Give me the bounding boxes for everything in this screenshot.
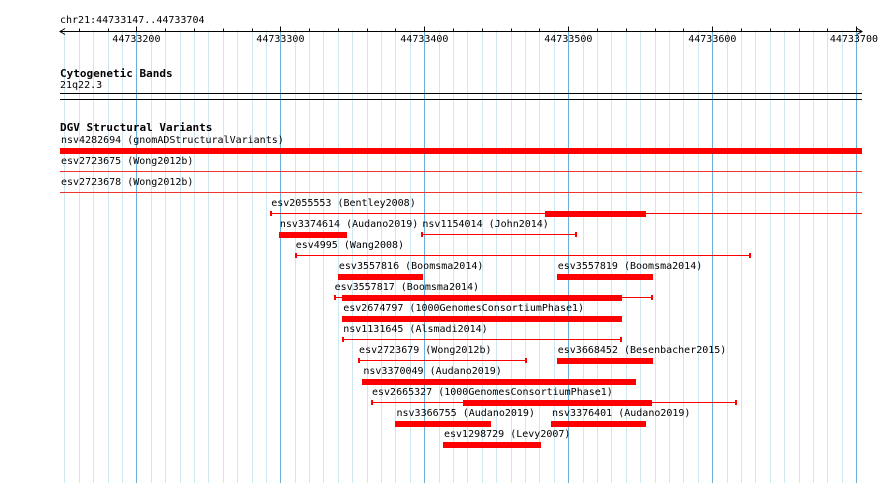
variant-label: nsv1154014 (John2014) [422,219,549,230]
ruler-tick-label: 44733200 [112,34,161,45]
variant-bar [342,316,622,322]
ruler-tick-label: 44733600 [688,34,737,45]
ruler-tick-label: 44733300 [256,34,305,45]
variant-bar [342,295,622,301]
variant-bar [60,148,862,154]
variant-bar [395,421,491,427]
variant-span-line [358,360,527,361]
variant-bar [337,274,423,280]
variant-span-line [60,171,862,172]
variant-label: esv2055553 (Bentley2008) [271,198,416,209]
variant-label: esv2723675 (Wong2012b) [61,156,194,167]
variant-start-cap [270,211,273,216]
variant-start-cap [294,253,297,258]
variant-label: esv1298729 (Levy2007) [444,429,571,440]
variant-bar [556,274,654,280]
cytoband-track-title: Cytogenetic Bands [60,67,173,80]
variant-start-cap [333,295,336,300]
ruler-right-arrow [856,28,863,35]
dgv-track-title: DGV Structural Variants [60,121,213,134]
variant-bar [550,421,646,427]
variant-label: nsv3366755 (Audano2019) [396,408,535,419]
variant-label: nsv3376401 (Audano2019) [551,408,691,419]
variant-bar [443,442,541,448]
variant-span-line [421,234,577,235]
variant-end-cap [619,337,622,342]
variant-label: esv3668452 (Besenbacher2015) [557,345,727,356]
variant-label: esv4995 (Wang2008) [295,240,405,251]
variant-label: nsv1131645 (Alsmadi2014) [343,324,488,335]
variant-end-cap [524,358,527,363]
variant-span-line [342,339,622,340]
variant-start-cap [358,358,361,363]
variant-label: nsv3374614 (Audano2019) [279,219,419,230]
region-label: chr21:44733147..44733704 [60,15,205,26]
variant-bar [545,211,646,217]
variant-span-line [60,192,862,193]
variant-label: esv3557817 (Boomsma2014) [334,282,480,293]
variant-label: esv2665327 (1000GenomesConsortiumPhase1) [372,387,613,398]
variant-end-cap [651,295,654,300]
variant-bar [556,358,654,364]
cytoband-border-top [60,93,862,94]
variant-bar [362,379,636,385]
cytoband-label: 21q22.3 [60,80,103,91]
ruler-tick-label: 44733500 [544,34,593,45]
variant-label: esv2723678 (Wong2012b) [61,177,194,188]
variant-bar [463,400,652,406]
ruler-tick-label: 44733400 [400,34,449,45]
variant-end-cap [734,400,737,405]
cytoband-border-bottom [60,99,862,100]
ruler-left-arrow [59,28,66,35]
variant-label: nsv3370049 (Audano2019) [363,366,502,377]
ruler-axis [59,26,863,35]
ruler-tick-label: 44733700 [829,34,878,45]
variant-end-cap [749,253,752,258]
variant-bar [278,232,347,238]
variant-label: esv3557819 (Boomsma2014) [557,261,703,272]
variant-label: esv3557816 (Boomsma2014) [338,261,484,272]
variant-end-cap [574,232,577,237]
variant-label: esv2723679 (Wong2012b) [359,345,492,356]
variant-span-line [294,255,752,256]
variant-start-cap [371,400,373,405]
variant-start-cap [421,232,424,237]
variant-start-cap [342,337,345,342]
variant-label: esv2674797 (1000GenomesConsortiumPhase1) [343,303,585,314]
variant-label: nsv4282694 (gnomADStructuralVariants) [61,135,284,146]
